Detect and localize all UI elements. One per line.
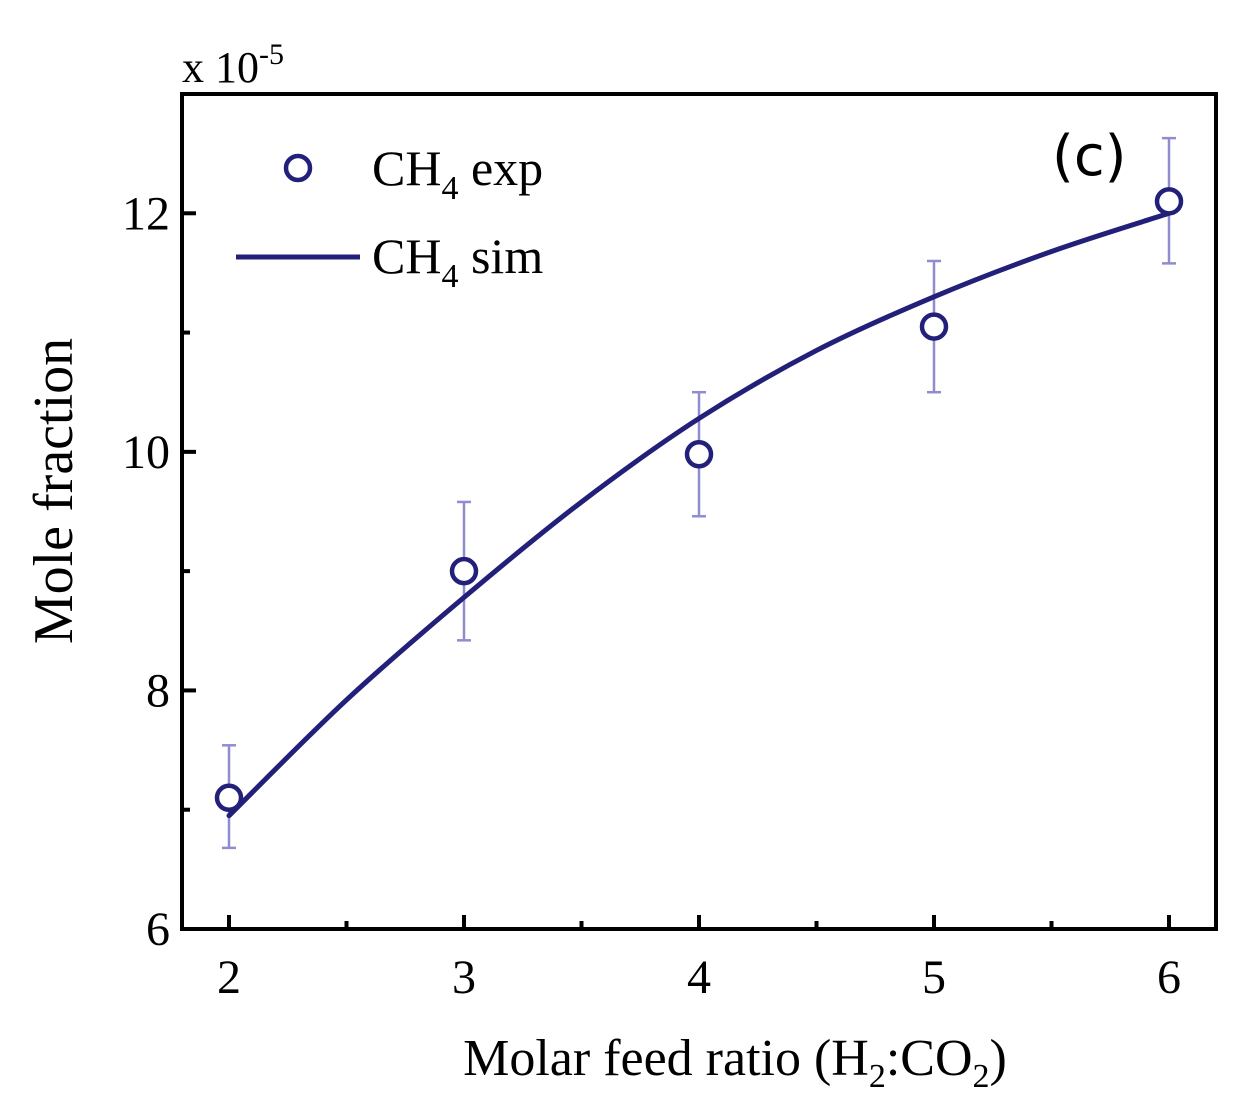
- legend-label-exp: CH4 exp: [372, 140, 543, 207]
- data-point-ch4-exp: [1154, 187, 1184, 216]
- y-tick-label: 10: [122, 426, 170, 479]
- series-line-ch4-sim: [226, 210, 1172, 819]
- data-point-ch4-exp: [214, 783, 244, 813]
- x-tick-label: 6: [1157, 951, 1181, 1004]
- y-tick-label: 6: [146, 903, 170, 956]
- major-ticks: [182, 211, 1171, 931]
- data-point-ch4-exp: [449, 556, 479, 586]
- legend: CH4 exp CH4 sim: [236, 140, 543, 295]
- legend-label-sim: CH4 sim: [372, 228, 543, 295]
- data-point-ch4-exp: [684, 439, 714, 469]
- x-axis-label: Molar feed ratio (H2:CO2): [463, 1030, 1007, 1095]
- axis-multiplier: x 10-5: [182, 38, 284, 92]
- y-tick-label: 8: [146, 664, 170, 717]
- minor-ticks: [182, 330, 1054, 929]
- x-tick-label: 2: [217, 951, 241, 1004]
- plot-content: [214, 136, 1184, 850]
- legend-marker-exp: [283, 153, 313, 183]
- tick-labels: 2 3 4 5 6 6 8 10 12: [122, 187, 1181, 1004]
- x-tick-label: 5: [922, 951, 946, 1004]
- y-tick-label: 12: [122, 187, 170, 240]
- y-axis-label: Mole fraction: [23, 338, 85, 644]
- plot-frame: [180, 92, 1218, 931]
- data-point-ch4-exp: [919, 312, 949, 341]
- x-tick-label: 4: [687, 951, 711, 1004]
- x-tick-label: 3: [452, 951, 476, 1004]
- panel-label: (c): [1052, 124, 1126, 189]
